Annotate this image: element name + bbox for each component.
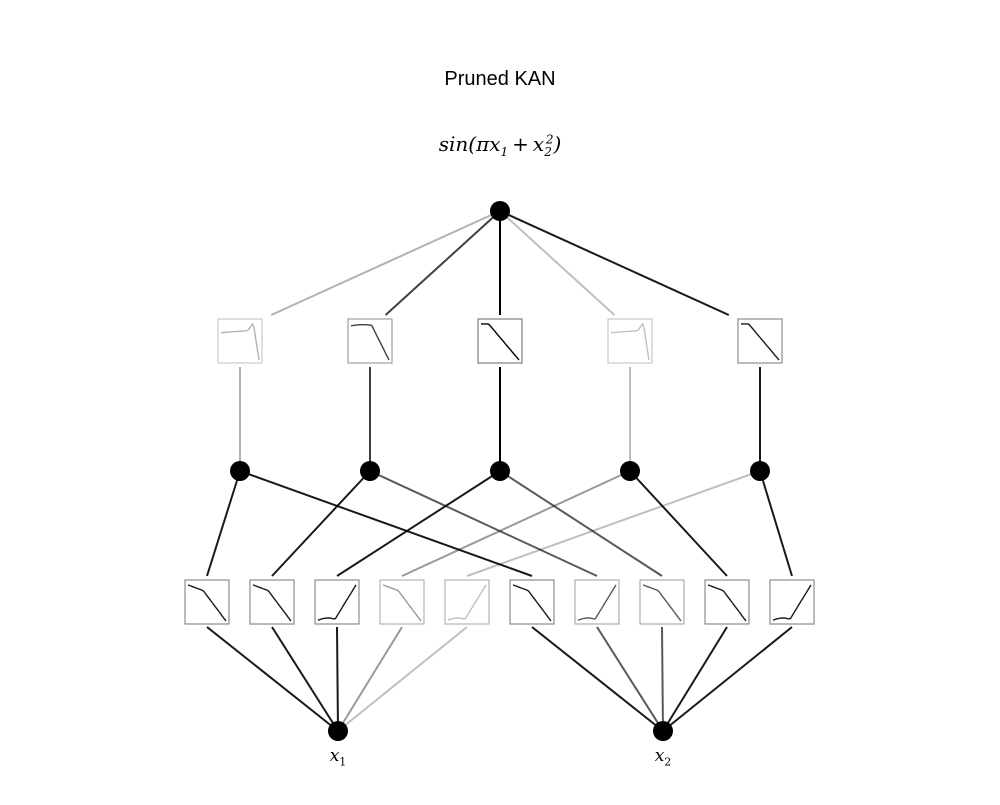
- edge-input-to-box: [661, 626, 664, 732]
- activation-curve: [187, 584, 227, 622]
- activation-curve: [350, 324, 390, 361]
- output-node: [490, 201, 510, 221]
- edge-input-to-box: [337, 626, 403, 732]
- activation-box: [704, 579, 750, 625]
- edge-input-to-box: [662, 626, 728, 732]
- input-symbol: x: [654, 746, 665, 766]
- input-label-x1: x1: [318, 746, 358, 768]
- formula-sup2: 2: [545, 132, 554, 147]
- activation-curve: [642, 584, 682, 622]
- activation-box: [639, 579, 685, 625]
- edge-box-to-hidden: [629, 470, 728, 577]
- hidden-node: [620, 461, 640, 481]
- hidden-node: [230, 461, 250, 481]
- activation-box: [217, 318, 263, 364]
- input-symbol: x: [329, 746, 340, 766]
- edge-input-to-box: [336, 626, 339, 732]
- formula-open: (: [468, 132, 477, 156]
- activation-box: [249, 579, 295, 625]
- edge-box-to-hidden: [466, 470, 761, 577]
- formula-func: sin: [438, 132, 469, 156]
- activation-box: [184, 579, 230, 625]
- activation-curve: [707, 584, 747, 622]
- hidden-node: [750, 461, 770, 481]
- activation-curve: [317, 584, 357, 621]
- edge-box-to-output: [499, 210, 730, 316]
- formula: sin(πx1 + x22): [0, 132, 1000, 159]
- activation-box: [509, 579, 555, 625]
- edge-box-to-hidden: [206, 470, 241, 577]
- hidden-node: [360, 461, 380, 481]
- edge-box-to-output: [270, 210, 501, 316]
- activation-box: [769, 579, 815, 625]
- edge-input-to-box: [337, 626, 468, 732]
- input-label-x2: x2: [643, 746, 683, 768]
- edge-box-to-output: [499, 210, 616, 316]
- activation-curve: [252, 584, 292, 622]
- activation-box: [574, 579, 620, 625]
- activation-curve: [772, 584, 812, 621]
- edge-box-to-hidden: [401, 470, 631, 577]
- edge-box-to-hidden: [759, 470, 793, 577]
- edge-box-to-hidden: [271, 470, 371, 577]
- formula-var2: x: [532, 132, 545, 156]
- activation-box: [314, 579, 360, 625]
- diagram-title: Pruned KAN: [444, 68, 556, 90]
- formula-plus: +: [512, 132, 529, 156]
- input-subscript: 1: [339, 755, 347, 769]
- activation-curve: [577, 584, 617, 621]
- formula-sub1: 1: [500, 145, 509, 159]
- formula-close: ): [553, 132, 562, 156]
- edge-input-to-box: [596, 626, 664, 732]
- formula-var1: x: [489, 132, 501, 156]
- activation-curve: [447, 584, 487, 621]
- edge-input-to-box: [662, 626, 793, 732]
- edge-box-to-hidden: [239, 470, 533, 577]
- edge-input-to-box: [531, 626, 664, 732]
- edge-box-to-hidden: [336, 470, 501, 577]
- edge-box-to-hidden: [369, 470, 598, 577]
- activation-curve: [610, 322, 650, 361]
- activation-curve: [481, 323, 520, 361]
- activation-box: [444, 579, 490, 625]
- activation-curve: [512, 584, 552, 622]
- edge-box-to-output: [384, 210, 501, 316]
- activation-box: [347, 318, 393, 364]
- formula-sub2: 2: [544, 145, 552, 159]
- edge-input-to-box: [206, 626, 339, 732]
- edge-input-to-box: [271, 626, 339, 732]
- input-node: [328, 721, 348, 741]
- activation-curve: [382, 584, 422, 622]
- activation-curve: [220, 322, 260, 361]
- activation-box: [607, 318, 653, 364]
- activation-box: [379, 579, 425, 625]
- formula-pi: π: [476, 132, 490, 156]
- input-node: [653, 721, 673, 741]
- input-subscript: 2: [664, 755, 672, 769]
- activation-curve: [741, 323, 780, 361]
- edge-box-to-hidden: [499, 470, 663, 577]
- hidden-node: [490, 461, 510, 481]
